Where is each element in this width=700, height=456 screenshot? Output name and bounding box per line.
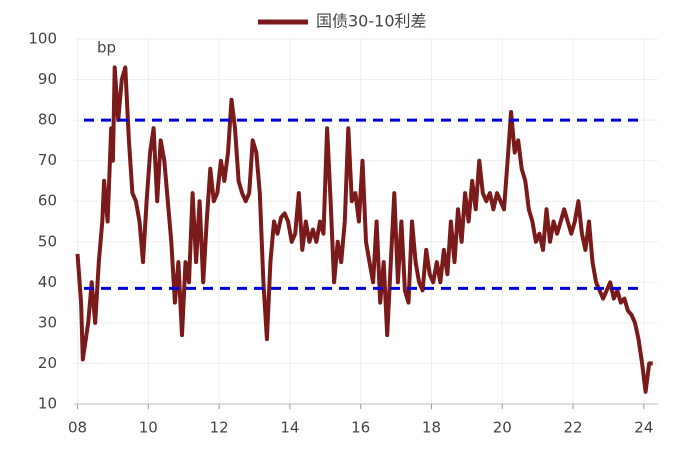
x-tick-label: 16 — [351, 419, 370, 437]
y-tick-label: 70 — [38, 151, 57, 169]
x-tick-label: 08 — [68, 419, 87, 437]
y-tick-label: 40 — [38, 273, 57, 291]
y-tick-label: 100 — [28, 30, 57, 48]
series-line — [75, 65, 653, 394]
x-tick-label: 12 — [210, 419, 229, 437]
unit-label: bp — [97, 39, 116, 57]
x-tick-label: 20 — [493, 419, 512, 437]
legend-label: 国债30-10利差 — [316, 12, 427, 31]
x-tick-label: 14 — [280, 419, 299, 437]
x-tick-label: 22 — [564, 419, 583, 437]
y-tick-label: 60 — [38, 192, 57, 210]
x-tick-label: 18 — [422, 419, 441, 437]
y-tick-label: 30 — [38, 313, 57, 331]
y-tick-label: 10 — [38, 395, 57, 413]
y-tick-label: 20 — [38, 354, 57, 372]
x-tick-label: 10 — [139, 419, 158, 437]
y-tick-label: 50 — [38, 232, 57, 250]
y-tick-label: 80 — [38, 111, 57, 129]
x-tick-label: 24 — [634, 419, 653, 437]
y-tick-label: 90 — [38, 70, 57, 88]
